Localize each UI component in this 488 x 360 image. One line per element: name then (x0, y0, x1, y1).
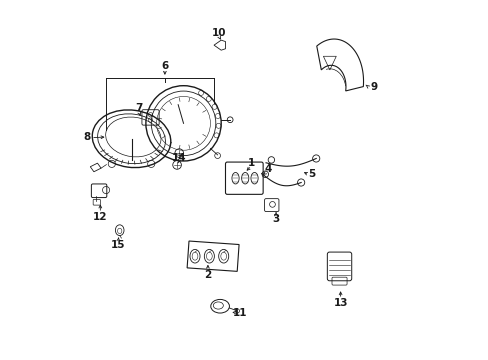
Text: 2: 2 (204, 270, 211, 280)
Text: 5: 5 (307, 168, 315, 179)
Text: 14: 14 (172, 153, 186, 163)
Text: 13: 13 (333, 298, 347, 308)
Text: 11: 11 (232, 309, 247, 318)
Text: 3: 3 (272, 215, 279, 224)
Text: 1: 1 (247, 158, 255, 168)
Text: 10: 10 (211, 28, 225, 38)
Text: 15: 15 (111, 240, 125, 250)
Text: 8: 8 (83, 132, 91, 142)
Text: 9: 9 (369, 82, 376, 93)
Text: 6: 6 (161, 61, 168, 71)
Bar (187, 241, 239, 271)
Text: 4: 4 (264, 164, 271, 174)
Text: 12: 12 (93, 212, 107, 221)
Text: 7: 7 (135, 103, 142, 113)
